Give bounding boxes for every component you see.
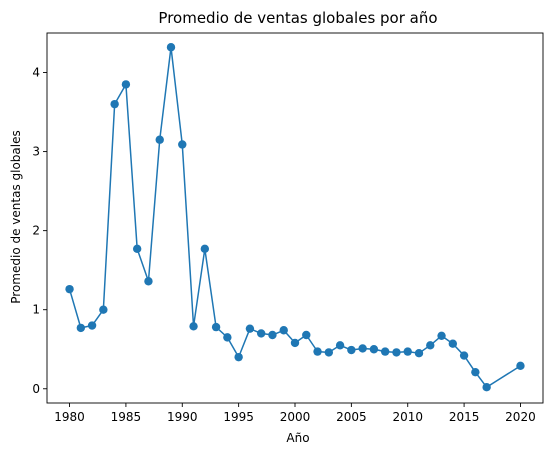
plot-area: 1980 1985 1990 1995 2000 2005 2010 2015 2020 0 1 2 3… — [32, 32, 544, 424]
data-point — [426, 341, 435, 350]
data-point — [471, 367, 480, 377]
data-point — [256, 329, 266, 338]
data-point — [121, 80, 131, 89]
data-point — [448, 339, 458, 348]
data-point — [178, 140, 187, 149]
data-point — [324, 348, 334, 357]
y-tick-label: 0 — [32, 382, 40, 396]
y-tick-label: 4 — [32, 66, 40, 80]
x-tick-label: 1980 — [54, 410, 85, 424]
x-tick-label: 1995 — [223, 410, 254, 424]
data-point — [437, 331, 446, 340]
data-point — [414, 348, 424, 358]
data-point — [482, 382, 491, 392]
series-line — [68, 46, 521, 388]
data-point — [459, 351, 469, 360]
data-point — [290, 338, 300, 348]
data-point — [245, 324, 255, 333]
x-tick-label: 2005 — [336, 410, 367, 424]
data-point — [200, 244, 210, 254]
x-tick-label: 2000 — [280, 410, 311, 424]
plot-frame — [46, 32, 544, 404]
x-tick-label: 1985 — [111, 410, 142, 424]
x-tick-label: 2010 — [392, 410, 423, 424]
data-point — [110, 99, 119, 109]
data-point — [211, 322, 221, 332]
y-axis-label: Promedio de ventas globales — [9, 130, 23, 303]
data-point — [223, 333, 232, 342]
data-point — [358, 344, 367, 353]
data-point — [516, 361, 525, 371]
data-point — [234, 352, 243, 362]
data-point — [99, 305, 108, 314]
data-point — [189, 322, 198, 331]
data-point — [302, 330, 311, 340]
data-point — [403, 347, 412, 356]
data-point — [380, 347, 390, 356]
data-point — [76, 323, 86, 333]
data-point — [335, 341, 345, 350]
data-point — [268, 330, 277, 340]
data-point — [279, 326, 288, 335]
data-point — [132, 244, 142, 254]
data-point — [166, 43, 176, 52]
data-point — [155, 135, 164, 144]
data-point — [347, 345, 356, 355]
data-point — [369, 345, 379, 354]
x-tick-label: 2020 — [505, 410, 536, 424]
x-tick-label: 1990 — [167, 410, 198, 424]
chart-title: Promedio de ventas globales por año — [158, 9, 437, 27]
data-point — [144, 277, 153, 286]
data-point — [392, 348, 401, 357]
y-tick-label: 1 — [32, 303, 40, 317]
x-axis-label: Año — [286, 431, 309, 445]
y-tick-label: 3 — [32, 145, 40, 159]
y-tick-label: 2 — [32, 224, 40, 238]
x-tick-label: 2015 — [449, 410, 480, 424]
data-point — [313, 347, 322, 356]
data-point — [87, 321, 97, 330]
data-point — [65, 284, 74, 294]
